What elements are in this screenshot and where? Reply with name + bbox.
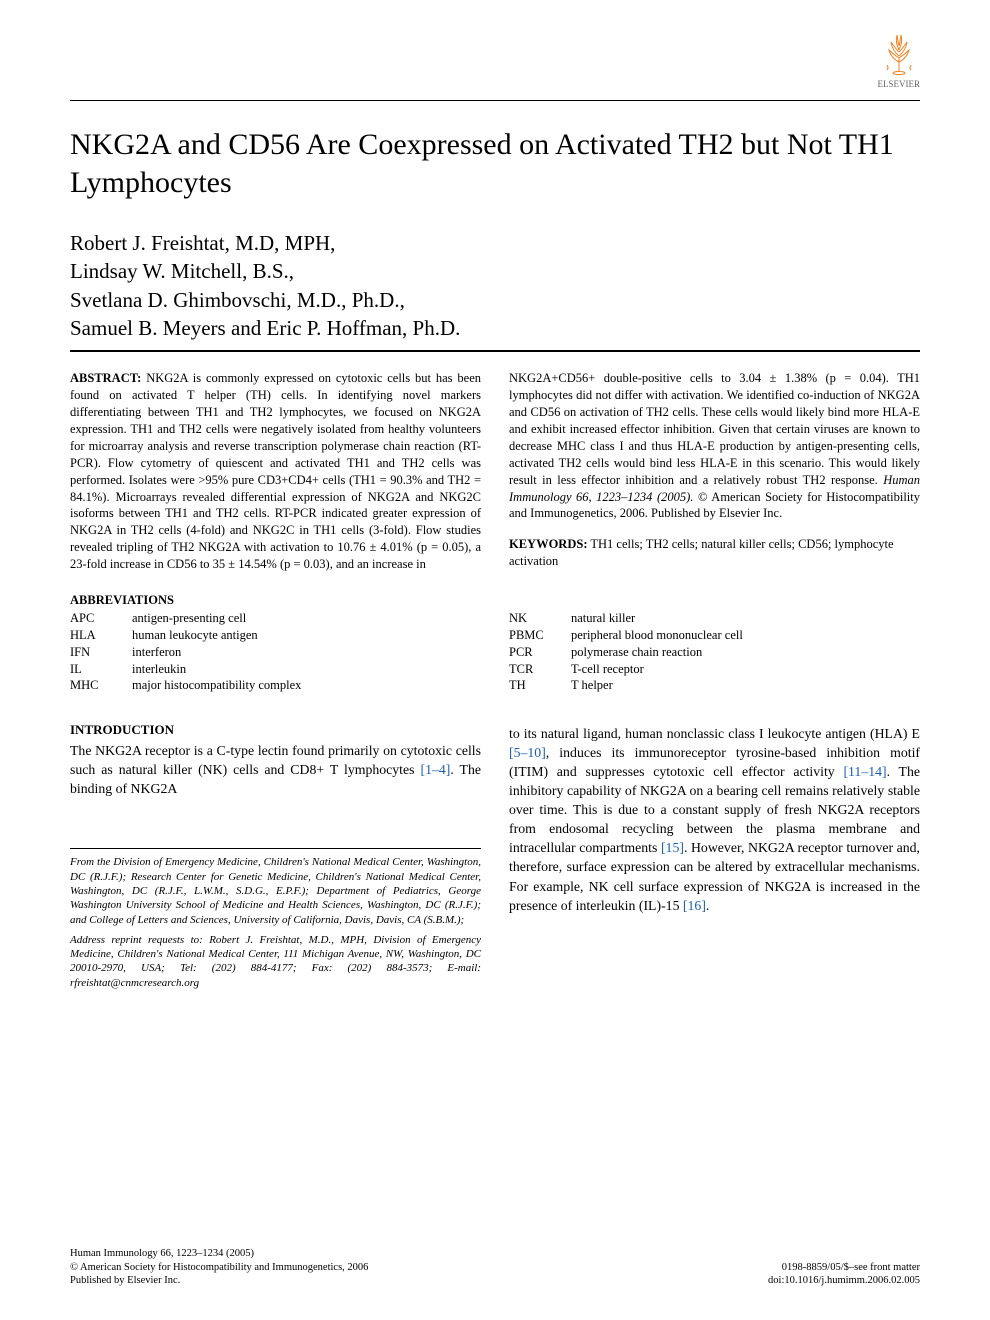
abstract-left: ABSTRACT: NKG2A is commonly expressed on… bbox=[70, 370, 481, 573]
abbrev-row: HLAhuman leukocyte antigen bbox=[70, 627, 481, 644]
reprint-address: Address reprint requests to: Robert J. F… bbox=[70, 933, 481, 990]
spacer bbox=[509, 700, 920, 724]
intro-paragraph-right: to its natural ligand, human nonclassic … bbox=[509, 724, 920, 914]
author-line: Lindsay W. Mitchell, B.S., bbox=[70, 257, 920, 285]
author-line: Samuel B. Meyers and Eric P. Hoffman, Ph… bbox=[70, 314, 920, 342]
article-title: NKG2A and CD56 Are Coexpressed on Activa… bbox=[70, 126, 920, 201]
footer-left: Human Immunology 66, 1223–1234 (2005) © … bbox=[70, 1247, 368, 1288]
reference-link[interactable]: [1–4] bbox=[420, 762, 450, 777]
abbrev-row: PBMCperipheral blood mononuclear cell bbox=[509, 627, 920, 644]
abbrev-row: NKnatural killer bbox=[509, 610, 920, 627]
abbreviations-table-left: APCantigen-presenting cell HLAhuman leuk… bbox=[70, 610, 481, 694]
elsevier-tree-icon bbox=[879, 30, 919, 75]
abbrev-row: PCRpolymerase chain reaction bbox=[509, 644, 920, 661]
abbrev-row: MHCmajor histocompatibility complex bbox=[70, 677, 481, 694]
footer-doi-line: doi:10.1016/j.humimm.2006.02.005 bbox=[768, 1274, 920, 1288]
introduction-columns: INTRODUCTION The NKG2A receptor is a C-t… bbox=[70, 700, 920, 990]
abstract-label: ABSTRACT: bbox=[70, 371, 141, 385]
spacer bbox=[509, 593, 920, 610]
publisher-logo: ELSEVIER bbox=[878, 30, 921, 89]
abbrev-row: TCRT-cell receptor bbox=[509, 661, 920, 678]
author-rule bbox=[70, 350, 920, 352]
author-line: Robert J. Freishtat, M.D, MPH, bbox=[70, 229, 920, 257]
reference-link[interactable]: [11–14] bbox=[843, 764, 886, 779]
abbrev-row: APCantigen-presenting cell bbox=[70, 610, 481, 627]
footer-journal-line: Human Immunology 66, 1223–1234 (2005) bbox=[70, 1247, 368, 1261]
page-footer: Human Immunology 66, 1223–1234 (2005) © … bbox=[70, 1247, 920, 1288]
footer-copyright-line: © American Society for Histocompatibilit… bbox=[70, 1261, 368, 1275]
affiliations-block: From the Division of Emergency Medicine,… bbox=[70, 848, 481, 990]
reference-link[interactable]: [15] bbox=[661, 840, 684, 855]
abbreviations-section: ABBREVIATIONS APCantigen-presenting cell… bbox=[70, 593, 920, 694]
abbreviations-heading: ABBREVIATIONS bbox=[70, 593, 481, 608]
abstract-text: NKG2A is commonly expressed on cytotoxic… bbox=[70, 371, 481, 571]
author-line: Svetlana D. Ghimbovschi, M.D., Ph.D., bbox=[70, 286, 920, 314]
footer-publisher-line: Published by Elsevier Inc. bbox=[70, 1274, 368, 1288]
abstract-columns: ABSTRACT: NKG2A is commonly expressed on… bbox=[70, 370, 920, 573]
reference-link[interactable]: [16] bbox=[683, 898, 706, 913]
abbrev-row: THT helper bbox=[509, 677, 920, 694]
top-rule bbox=[70, 100, 920, 101]
authors-block: Robert J. Freishtat, M.D, MPH, Lindsay W… bbox=[70, 229, 920, 342]
reference-link[interactable]: [5–10] bbox=[509, 745, 546, 760]
keywords: KEYWORDS: TH1 cells; TH2 cells; natural … bbox=[509, 536, 920, 570]
abstract-text: NKG2A+CD56+ double-positive cells to 3.0… bbox=[509, 371, 920, 486]
keywords-label: KEYWORDS: bbox=[509, 537, 587, 551]
intro-paragraph-left: The NKG2A receptor is a C-type lectin fo… bbox=[70, 741, 481, 798]
footer-issn-line: 0198-8859/05/$–see front matter bbox=[768, 1261, 920, 1275]
publisher-logo-label: ELSEVIER bbox=[878, 79, 921, 89]
abbrev-row: IFNinterferon bbox=[70, 644, 481, 661]
footer-right: 0198-8859/05/$–see front matter doi:10.1… bbox=[768, 1261, 920, 1288]
abstract-right: NKG2A+CD56+ double-positive cells to 3.0… bbox=[509, 370, 920, 522]
introduction-heading: INTRODUCTION bbox=[70, 722, 481, 738]
affiliation-text: From the Division of Emergency Medicine,… bbox=[70, 855, 481, 926]
abbreviations-table-right: NKnatural killer PBMCperipheral blood mo… bbox=[509, 610, 920, 694]
abbrev-row: ILinterleukin bbox=[70, 661, 481, 678]
